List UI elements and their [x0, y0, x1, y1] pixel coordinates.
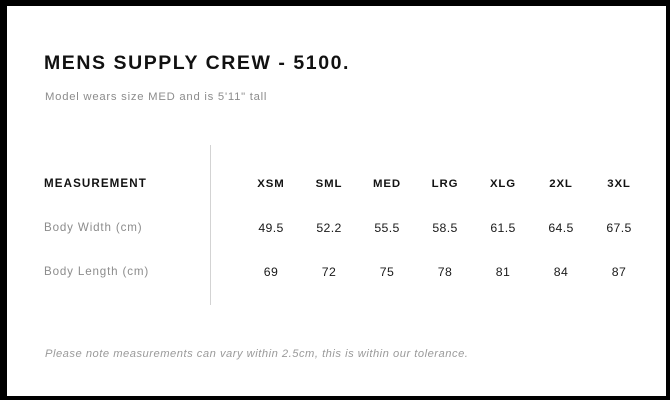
- cell-body-width-3xl: 67.5: [606, 221, 632, 235]
- table-row: Body Width (cm) 49.5 52.2 55.5 58.5 61.5…: [7, 218, 666, 238]
- column-header-sml: SML: [315, 178, 343, 190]
- tolerance-note: Please note measurements can vary within…: [45, 348, 469, 360]
- column-header-lrg: LRG: [431, 178, 459, 190]
- cell-body-width-2xl: 64.5: [548, 221, 574, 235]
- column-header-xsm: XSM: [257, 178, 285, 190]
- cell-body-length-lrg: 78: [437, 265, 453, 279]
- cell-body-length-xsm: 69: [263, 265, 279, 279]
- table-row: Body Length (cm) 69 72 75 78 81 84 87: [7, 262, 666, 282]
- cell-body-length-med: 75: [379, 265, 395, 279]
- size-chart-canvas: MENS SUPPLY CREW - 5100. Model wears siz…: [7, 6, 666, 396]
- page-title: MENS SUPPLY CREW - 5100.: [44, 52, 350, 74]
- column-header-xlg: XLG: [489, 178, 517, 190]
- column-header-3xl: 3XL: [607, 178, 631, 190]
- table-header-row: MEASUREMENT XSM SML MED LRG XLG 2XL 3XL: [7, 174, 666, 194]
- cell-body-length-2xl: 84: [553, 265, 569, 279]
- row-label-body-width: Body Width (cm): [44, 221, 143, 234]
- cell-body-width-xlg: 61.5: [490, 221, 516, 235]
- column-header-2xl: 2XL: [549, 178, 573, 190]
- cell-body-width-xsm: 49.5: [258, 221, 284, 235]
- column-header-med: MED: [372, 178, 401, 190]
- cell-body-length-3xl: 87: [611, 265, 627, 279]
- model-fit-note: Model wears size MED and is 5'11" tall: [45, 91, 268, 103]
- row-label-body-length: Body Length (cm): [44, 265, 150, 278]
- cell-body-length-sml: 72: [321, 265, 337, 279]
- cell-body-width-sml: 52.2: [316, 221, 342, 235]
- cell-body-width-med: 55.5: [374, 221, 400, 235]
- column-header-measurement: MEASUREMENT: [44, 177, 147, 190]
- cell-body-width-lrg: 58.5: [432, 221, 458, 235]
- column-divider: [210, 145, 211, 305]
- cell-body-length-xlg: 81: [495, 265, 511, 279]
- size-chart-table: MEASUREMENT XSM SML MED LRG XLG 2XL 3XL …: [7, 6, 666, 396]
